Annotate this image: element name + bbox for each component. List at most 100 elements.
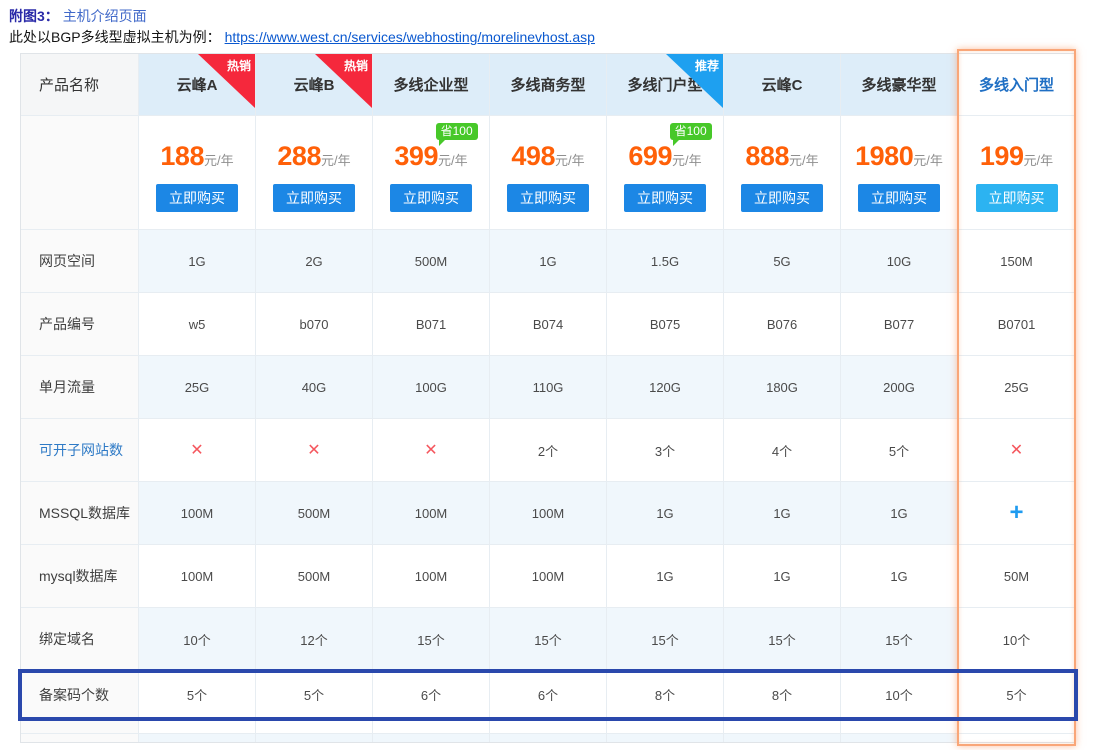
price: 888元/年 — [745, 143, 818, 170]
product-header-1: 云峰B 热销 — [256, 54, 373, 115]
empty-cell — [724, 734, 841, 742]
price-unit: 元/年 — [203, 153, 234, 168]
table-cell: 25G — [139, 356, 256, 418]
price-value: 1980 — [855, 141, 914, 171]
row-label: 绑定域名 — [21, 608, 139, 670]
buy-button[interactable]: 立即购买 — [156, 184, 238, 212]
plus-icon: + — [1009, 499, 1024, 526]
buy-button[interactable]: 立即购买 — [273, 184, 355, 212]
price: 399元/年 — [394, 143, 467, 170]
buy-button[interactable]: 立即购买 — [390, 184, 472, 212]
table-cell: 500M — [373, 230, 490, 292]
cross-icon: ✕ — [190, 442, 204, 459]
price: 199元/年 — [980, 143, 1053, 170]
cross-icon: ✕ — [424, 442, 438, 459]
row-label: 网页空间 — [21, 230, 139, 292]
price-cell-2: 省100 399元/年 立即购买 — [373, 116, 490, 229]
product-header-5: 云峰C — [724, 54, 841, 115]
price-value: 199 — [979, 141, 1024, 171]
empty-cell — [724, 718, 841, 733]
product-header-7: 多线入门型 — [958, 54, 1075, 115]
product-header-2: 多线企业型 — [373, 54, 490, 115]
figure-caption: 附图3： 主机介绍页面 — [9, 7, 1093, 25]
buy-button[interactable]: 立即购买 — [975, 184, 1058, 212]
row-label: MSSQL数据库 — [21, 482, 139, 544]
price-value: 699 — [628, 141, 672, 171]
table-cell: ✕ — [256, 419, 373, 481]
price-unit: 元/年 — [554, 153, 585, 168]
table-cell: 120G — [607, 356, 724, 418]
price-unit: 元/年 — [1023, 153, 1054, 168]
empty-cell — [958, 734, 1075, 742]
product-name: 多线门户型 — [627, 77, 703, 94]
empty-cell — [373, 734, 490, 742]
table-cell: 25G — [958, 356, 1075, 418]
row-label[interactable]: 可开子网站数 — [21, 419, 139, 481]
corner-header-cell: 产品名称 — [21, 54, 139, 115]
table-cell: 50M — [958, 545, 1075, 607]
price: 1980元/年 — [855, 143, 943, 170]
buy-button[interactable]: 立即购买 — [858, 184, 940, 212]
table-cell: 15个 — [373, 608, 490, 670]
table-cell: 100M — [139, 482, 256, 544]
buy-button[interactable]: 立即购买 — [507, 184, 589, 212]
price-value: 288 — [277, 141, 321, 171]
ribbon-label: 热销 — [226, 59, 251, 73]
empty-cell — [139, 718, 256, 733]
table-cell: 500M — [256, 482, 373, 544]
empty-cell — [490, 734, 607, 742]
table-cell: B077 — [841, 293, 958, 355]
table-cell: 10个 — [958, 608, 1075, 670]
buy-button[interactable]: 立即购买 — [741, 184, 823, 212]
table-cell: 100G — [373, 356, 490, 418]
table-cell: 10个 — [841, 671, 958, 718]
table-cell: B075 — [607, 293, 724, 355]
price-value: 888 — [745, 141, 789, 171]
cross-icon: ✕ — [307, 442, 321, 459]
empty-cell — [958, 718, 1075, 733]
hosting-page-link[interactable]: https://www.west.cn/services/webhosting/… — [224, 29, 595, 45]
price-unit: 元/年 — [788, 153, 819, 168]
table-header-row: 产品名称 云峰A 热销 云峰B 热销 多线企业型 多线商务型 多线门户型 推荐 云峰C 多线豪华型 多… — [21, 54, 1075, 116]
table-cell: 100M — [373, 545, 490, 607]
table-cell: ✕ — [958, 419, 1075, 481]
empty-cell — [256, 718, 373, 733]
price: 188元/年 — [160, 143, 233, 170]
table-cell: 10G — [841, 230, 958, 292]
empty-cell — [841, 718, 958, 733]
table-cell: 8个 — [607, 671, 724, 718]
table-row: 备案码个数 5个 5个 6个 6个 8个 8个 10个 5个 — [18, 669, 1078, 721]
price-row: 188元/年 立即购买 288元/年 立即购买 省100 399元/年 立即购买 498元/年… — [21, 116, 1075, 230]
table-cell: b070 — [256, 293, 373, 355]
figure-label: 附图3： — [9, 8, 59, 24]
table-cell: 1G — [607, 545, 724, 607]
table-cell: + — [958, 482, 1075, 544]
price-unit: 元/年 — [437, 153, 468, 168]
product-name: 多线入门型 — [978, 77, 1054, 94]
price-value: 399 — [394, 141, 438, 171]
price-cell-1: 288元/年 立即购买 — [256, 116, 373, 229]
product-name: 多线商务型 — [510, 77, 586, 94]
cross-icon: ✕ — [1009, 442, 1024, 459]
table-cell: 180G — [724, 356, 841, 418]
price-value: 188 — [160, 141, 204, 171]
price-unit: 元/年 — [671, 153, 702, 168]
price-value: 498 — [511, 141, 555, 171]
save-badge: 省100 — [669, 123, 712, 146]
row-label: 备案码个数 — [21, 671, 139, 718]
product-header-0: 云峰A 热销 — [139, 54, 256, 115]
table-cell: 1G — [490, 230, 607, 292]
table-cell: 1G — [841, 545, 958, 607]
empty-cell — [139, 734, 256, 742]
table-cell: B074 — [490, 293, 607, 355]
buy-button[interactable]: 立即购买 — [624, 184, 706, 212]
price-unit: 元/年 — [913, 153, 943, 168]
product-header-3: 多线商务型 — [490, 54, 607, 115]
table-cell: 15个 — [841, 608, 958, 670]
empty-cell — [490, 718, 607, 733]
table-row-partial — [21, 718, 1075, 734]
table-cell: ✕ — [373, 419, 490, 481]
table-cell: 5个 — [958, 671, 1075, 718]
pricing-table: 产品名称 云峰A 热销 云峰B 热销 多线企业型 多线商务型 多线门户型 推荐 云峰C 多线豪华型 多… — [18, 49, 1078, 746]
empty-cell — [607, 734, 724, 742]
